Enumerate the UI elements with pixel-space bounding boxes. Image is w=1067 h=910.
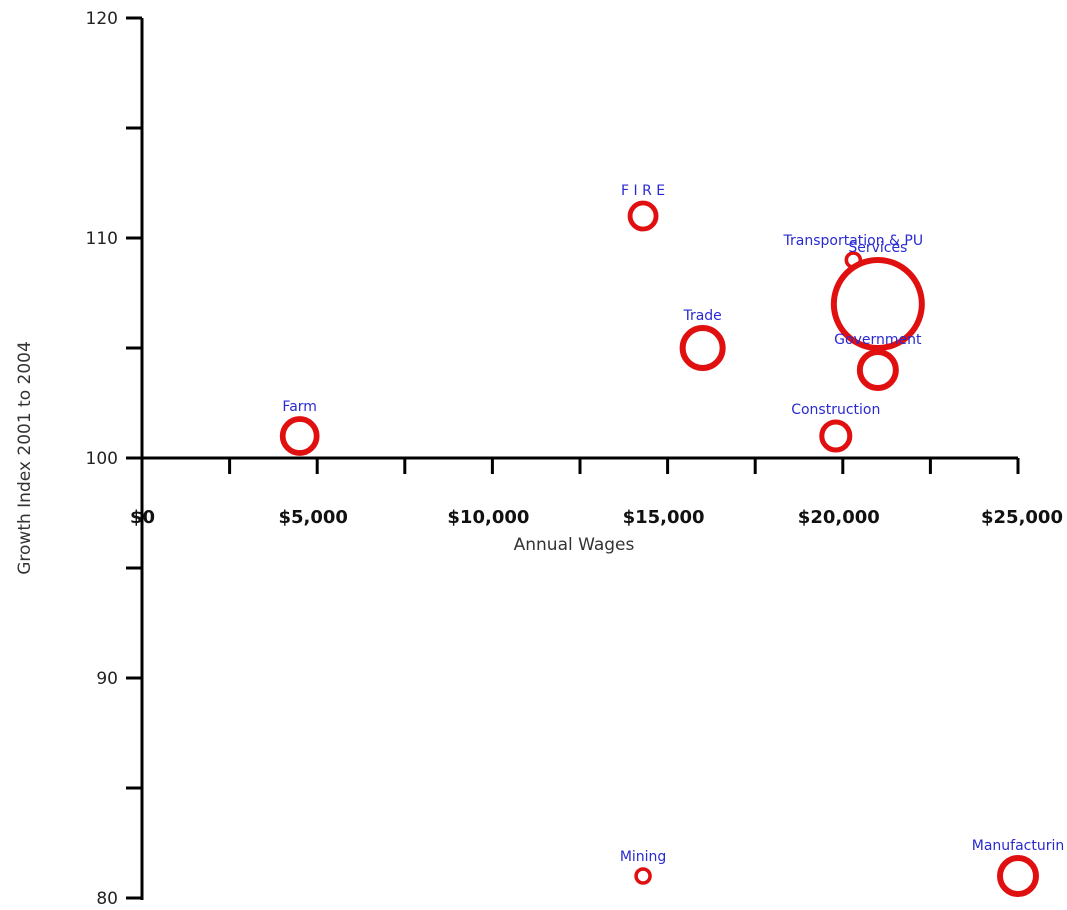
bubble-farm: [279, 416, 320, 456]
point-label: F I R E: [621, 183, 665, 199]
point-label: Construction: [791, 402, 880, 418]
x-tick-label: $25,000: [981, 507, 1063, 528]
point-label: Transportation & PU: [783, 233, 924, 249]
x-tick-label: $10,000: [447, 507, 529, 528]
point-label: Government: [834, 332, 922, 348]
bubble-trade: [679, 325, 726, 371]
point-label: Services: [848, 240, 907, 256]
x-tick-label: $15,000: [623, 507, 705, 528]
x-tick-label: $0: [130, 507, 155, 528]
bubble-construction: [819, 419, 853, 453]
bubble-f-i-r-e: [627, 200, 659, 232]
axes: 80 90 100 110 120 $0 $5,000 $10,000 $15,000 $20,0…: [86, 9, 1063, 909]
bubble-mining: [634, 867, 652, 885]
bubble-government: [856, 349, 899, 391]
y-tick-label: 110: [86, 229, 118, 249]
y-tick-label: 100: [86, 449, 118, 469]
point-label: Trade: [682, 308, 721, 324]
y-tick-label: 80: [96, 889, 118, 909]
x-tick-label: $5,000: [278, 507, 347, 528]
y-tick-label: 90: [96, 669, 118, 689]
point-label: Manufacturin: [972, 838, 1065, 854]
x-tick-label: $20,000: [798, 507, 880, 528]
point-label: Farm: [282, 399, 317, 415]
bubble-services: [830, 257, 925, 351]
point-labels: Farm F I R E Trade Transportation & PUServi…: [282, 183, 1064, 865]
x-axis-title: Annual Wages: [514, 535, 635, 555]
y-axis-title: Growth Index 2001 to 2004: [15, 341, 35, 575]
point-label: Mining: [620, 849, 667, 865]
bubbles: [279, 200, 1039, 897]
bubble-manufacturin: [997, 855, 1039, 897]
y-tick-label: 120: [86, 9, 118, 29]
